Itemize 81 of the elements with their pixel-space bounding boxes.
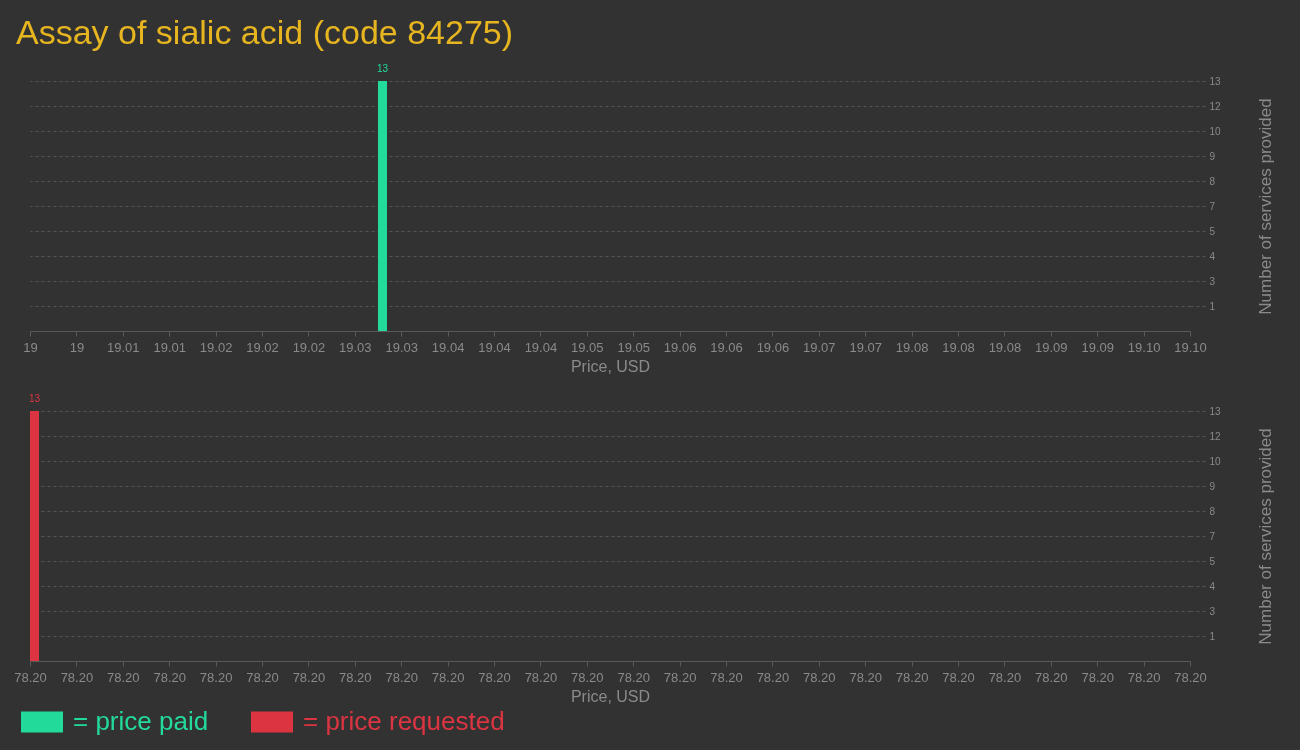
y-tick-label: 3: [1209, 605, 1216, 617]
x-tick-label: 19.02: [292, 339, 326, 355]
y-tick-label: 8: [1209, 175, 1216, 187]
x-tick-label: 78.20: [478, 669, 511, 685]
x-tick-label: 78.20: [431, 669, 465, 685]
x-tick-label: 19.02: [246, 339, 279, 355]
x-tick-label: 78.20: [107, 669, 140, 685]
x-tick-label: 19: [23, 339, 38, 355]
x-tick-label: 19.03: [385, 339, 418, 355]
x-tick-label: 19.08: [895, 339, 929, 355]
chart-title: Assay of sialic acid (code 84275): [16, 13, 514, 51]
x-tick-label: 78.20: [292, 669, 326, 685]
x-tick-label: 78.20: [571, 669, 604, 685]
y-tick-label: 3: [1209, 275, 1216, 287]
x-tick-label: 19.10: [1127, 339, 1161, 355]
y-tick-label: 5: [1209, 225, 1216, 237]
x-tick-label: 78.20: [1174, 669, 1207, 685]
x-tick-label: 19.10: [1174, 339, 1207, 355]
y-tick-label: 5: [1209, 555, 1216, 567]
y-tick-label: 8: [1209, 505, 1216, 517]
x-tick-label: 19.04: [524, 339, 558, 355]
legend-label: = price paid: [73, 706, 209, 736]
x-axis-title: Price, USD: [570, 357, 651, 375]
y-tick-label: 9: [1209, 480, 1216, 492]
x-tick-label: 19: [69, 339, 85, 355]
x-tick-label: 19.07: [849, 339, 882, 355]
data-label: 13: [28, 393, 41, 404]
x-tick-label: 78.20: [199, 669, 233, 685]
y-tick-label: 12: [1209, 430, 1222, 442]
x-tick-label: 78.20: [246, 669, 279, 685]
x-tick-label: 19.04: [431, 339, 465, 355]
x-tick-label: 78.20: [942, 669, 975, 685]
x-tick-label: 19.04: [478, 339, 511, 355]
data-label: 13: [376, 63, 389, 74]
x-tick-label: 78.20: [1081, 669, 1114, 685]
x-tick-label: 78.20: [524, 669, 558, 685]
x-tick-label: 78.20: [385, 669, 418, 685]
y-tick-label: 9: [1209, 150, 1216, 162]
y-tick-label: 4: [1209, 250, 1216, 262]
y-tick-label: 1: [1209, 300, 1216, 312]
y-tick-label: 7: [1209, 530, 1216, 542]
x-tick-label: 78.20: [663, 669, 697, 685]
x-tick-label: 19.02: [199, 339, 233, 355]
x-tick-label: 78.20: [14, 669, 47, 685]
x-axis-title: Price, USD: [570, 687, 651, 705]
x-tick-label: 19.01: [107, 339, 140, 355]
x-tick-label: 19.08: [942, 339, 975, 355]
y-tick-label: 10: [1209, 125, 1222, 137]
x-tick-label: 78.20: [339, 669, 372, 685]
y-tick-label: 1: [1209, 630, 1216, 642]
x-tick-label: 19.07: [803, 339, 836, 355]
y-tick-label: 13: [1209, 405, 1222, 417]
y-tick-label: 7: [1209, 200, 1216, 212]
x-tick-label: 78.20: [849, 669, 882, 685]
y-axis-title: Number of services provided: [1255, 428, 1275, 645]
x-tick-label: 78.20: [895, 669, 929, 685]
x-tick-label: 78.20: [60, 669, 94, 685]
x-tick-label: 78.20: [1035, 669, 1068, 685]
y-tick-label: 4: [1209, 580, 1216, 592]
x-tick-label: 78.20: [803, 669, 836, 685]
x-tick-label: 19.08: [988, 339, 1022, 355]
y-tick-label: 12: [1209, 100, 1222, 112]
x-tick-label: 19.05: [571, 339, 604, 355]
x-tick-label: 19.09: [1035, 339, 1068, 355]
x-tick-label: 19.06: [756, 339, 790, 355]
x-tick-label: 78.20: [617, 669, 650, 685]
x-tick-label: 19.03: [339, 339, 372, 355]
legend-label: = price requested: [303, 706, 505, 736]
x-tick-label: 19.06: [663, 339, 697, 355]
y-axis-title: Number of services provided: [1255, 98, 1275, 315]
x-tick-label: 19.01: [153, 339, 186, 355]
x-tick-label: 78.20: [1127, 669, 1161, 685]
x-tick-label: 78.20: [756, 669, 790, 685]
y-tick-label: 10: [1209, 455, 1222, 467]
x-tick-label: 19.05: [617, 339, 650, 355]
x-tick-label: 78.20: [710, 669, 743, 685]
x-tick-label: 19.06: [710, 339, 743, 355]
y-tick-label: 13: [1209, 75, 1222, 87]
x-tick-label: 78.20: [988, 669, 1022, 685]
x-tick-label: 19.09: [1081, 339, 1114, 355]
x-tick-label: 78.20: [153, 669, 186, 685]
